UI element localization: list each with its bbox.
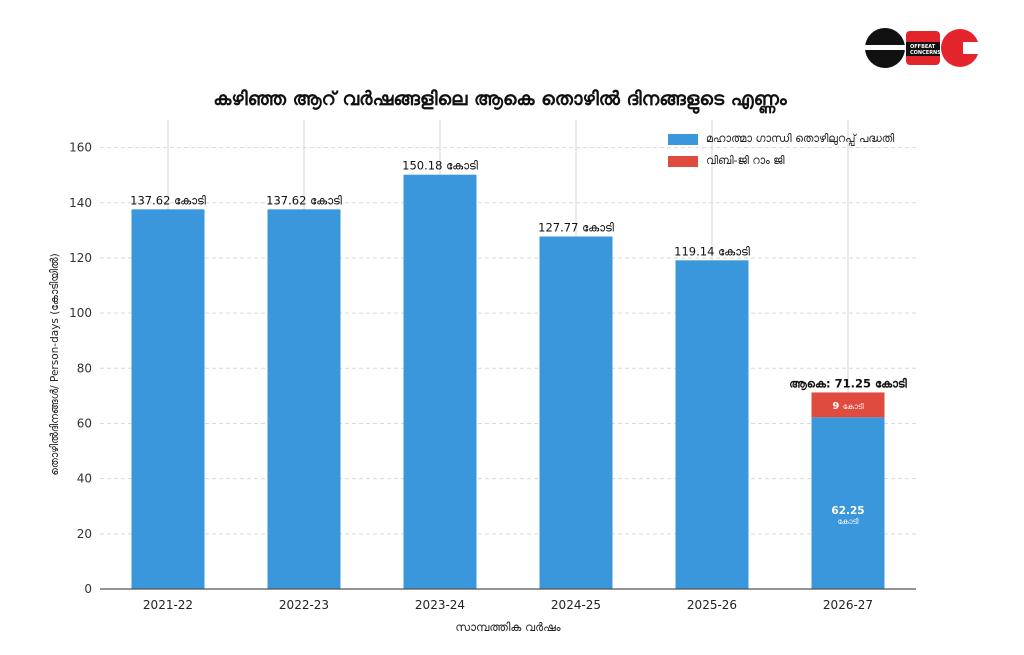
legend-swatch-red	[668, 155, 698, 167]
legend-label-vbg: വിബി-ജി റാം ജി	[706, 154, 785, 167]
y-tick-label-3: 60	[77, 416, 92, 430]
legend-label-mgnrega: മഹാത്മാ ഗാന്ധി തൊഴിലുറപ്പ് പദ്ധതി	[706, 132, 895, 145]
logo-red-circle	[941, 29, 979, 67]
bar-mgnrega-2025-26	[675, 260, 749, 589]
bar-mgnrega-2023-24	[403, 174, 477, 590]
data-label-2025-26: 119.14 കോടി	[674, 244, 750, 258]
y-tick-label-6: 120	[69, 251, 92, 265]
y-tick-label-8: 160	[69, 141, 92, 155]
data-label-2026-27: ആകെ: 71.25 കോടി	[789, 376, 907, 391]
bar-mgnrega-2022-23	[267, 209, 341, 590]
segment-label-mgnrega-unit: കോടി	[838, 517, 859, 526]
brand-logo: OFFBEAT CONCERNS	[865, 28, 985, 68]
segment-label-mgnrega-value: 62.25	[831, 505, 864, 517]
y-tick-label-2: 40	[77, 472, 92, 486]
data-label-2024-25: 127.77 കോടി	[538, 221, 614, 235]
x-tick-label-2025-26: 2025-26	[687, 598, 737, 612]
x-axis-title: സാമ്പത്തിക വർഷം	[455, 620, 561, 634]
bar-mgnrega-2021-22	[131, 209, 205, 590]
bar-mgnrega-2026-27	[811, 417, 885, 589]
y-tick-label-4: 80	[77, 361, 92, 375]
y-tick-label-0: 0	[84, 582, 92, 596]
y-tick-label-5: 100	[69, 306, 92, 320]
chart-title: കഴിഞ്ഞ ആറ് വർഷങ്ങളിലെ ആകെ തൊഴിൽ ദിനങ്ങളു…	[213, 88, 787, 110]
legend-item-vbg: വിബി-ജി റാം ജി	[668, 150, 894, 172]
legend-item-mgnrega: മഹാത്മാ ഗാന്ധി തൊഴിലുറപ്പ് പദ്ധതി	[668, 128, 894, 150]
bar-vbg-2026-27	[811, 392, 885, 418]
x-tick-label-2022-23: 2022-23	[279, 598, 329, 612]
legend: മഹാത്മാ ഗാന്ധി തൊഴിലുറപ്പ് പദ്ധതി വിബി-ജ…	[668, 128, 894, 172]
x-tick-label-2024-25: 2024-25	[551, 598, 601, 612]
data-label-2021-22: 137.62 കോടി	[130, 193, 206, 207]
legend-swatch-blue	[668, 133, 698, 145]
svg-text:CONCERNS: CONCERNS	[910, 50, 941, 56]
y-tick-label-7: 140	[69, 196, 92, 210]
svg-text:OFFBEAT: OFFBEAT	[910, 44, 936, 50]
y-axis-title: തൊഴിൽദിനങ്ങൾ/ Person-days (കോടിയിൽ)	[49, 253, 61, 475]
x-tick-label-2021-22: 2021-22	[143, 598, 193, 612]
segment-label-vbg: 9 കോടി	[832, 401, 864, 412]
bar-mgnrega-2024-25	[539, 236, 613, 589]
data-label-2022-23: 137.62 കോടി	[266, 193, 342, 207]
y-tick-label-1: 20	[77, 527, 92, 541]
data-label-2023-24: 150.18 കോടി	[402, 159, 478, 173]
x-tick-label-2026-27: 2026-27	[823, 598, 873, 612]
x-tick-label-2023-24: 2023-24	[415, 598, 465, 612]
